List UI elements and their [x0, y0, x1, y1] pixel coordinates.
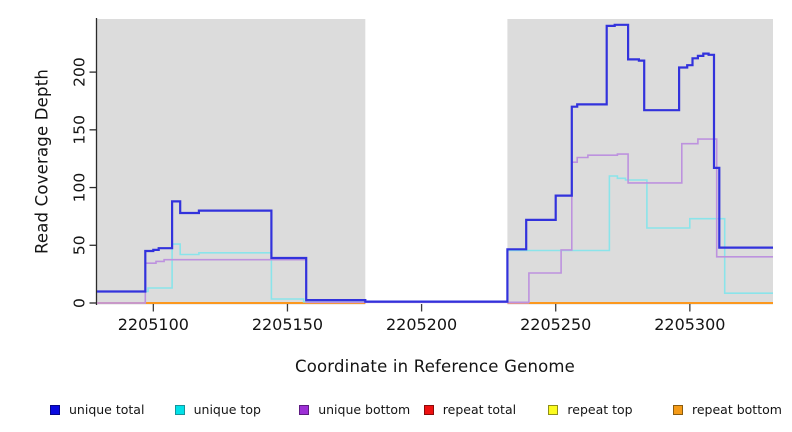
legend-item-repeat-total: repeat total: [423, 401, 517, 418]
y-tick-label: 50: [70, 235, 88, 255]
x-tick-label: 2205100: [118, 315, 189, 334]
repeat-top-swatch-icon: [548, 404, 559, 415]
legend-item-unique-bottom: unique bottom: [299, 401, 410, 418]
x-tick-label: 2205300: [654, 315, 725, 334]
y-tick-label: 100: [70, 173, 88, 203]
x-tick-label: 2205200: [386, 315, 457, 334]
legend-label: unique total: [69, 402, 145, 417]
series-path: [97, 23, 773, 303]
legend-item-unique-total: unique total: [50, 401, 144, 418]
series-unique-total: [97, 23, 773, 303]
left-shaded-region: [97, 19, 366, 305]
x-tick-label: 2205150: [252, 315, 323, 334]
x-tick-label: 2205250: [520, 315, 591, 334]
y-axis-title: Read Coverage Depth: [32, 68, 52, 255]
series-path: [97, 243, 366, 303]
legend-label: unique bottom: [318, 402, 411, 417]
unique-bottom-swatch-icon: [299, 404, 310, 415]
y-tick-label: 0: [70, 298, 88, 308]
unique-total-swatch-icon: [50, 404, 60, 415]
y-tick-label: 200: [70, 57, 88, 87]
legend-label: repeat top: [567, 402, 633, 417]
series-unique-bottom: [97, 138, 773, 304]
legend: unique total unique top unique bottom repea…: [0, 401, 792, 421]
x-axis-title: Coordinate in Reference Genome: [294, 357, 576, 376]
legend-label: repeat total: [442, 402, 517, 417]
right-shaded-region: [507, 19, 773, 305]
legend-label: unique top: [193, 402, 261, 417]
repeat-total-swatch-icon: [423, 404, 434, 415]
legend-label: repeat bottom: [692, 402, 782, 417]
series-path: [97, 138, 773, 304]
legend-item-unique-top: unique top: [174, 401, 261, 418]
y-tick-label: 150: [70, 115, 88, 145]
legend-item-repeat-bottom: repeat bottom: [673, 401, 782, 418]
unique-top-swatch-icon: [174, 404, 185, 415]
legend-item-repeat-top: repeat top: [548, 401, 633, 418]
repeat-bottom-swatch-icon: [673, 404, 683, 415]
